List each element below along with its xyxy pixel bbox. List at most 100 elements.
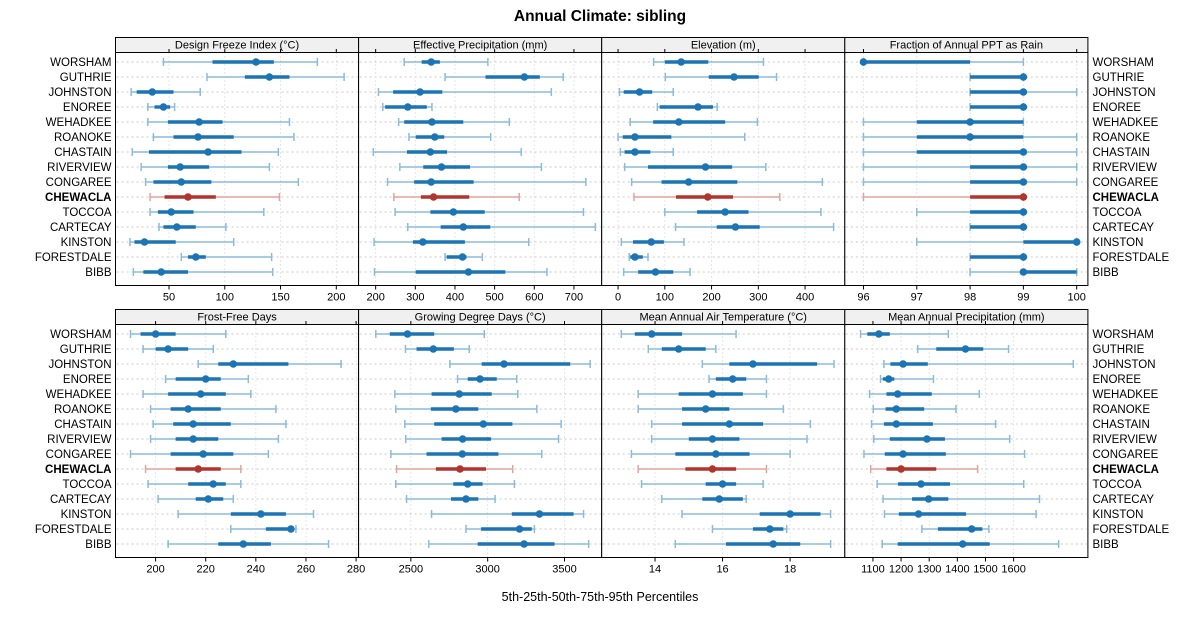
series-row-wehadkee [116,118,358,126]
series-label-right-forestdale: FORESTDALE [1093,524,1170,536]
median-dot [195,118,203,126]
series-label-right-chewacla: CHEWACLA [1093,192,1159,204]
series-row-forestdale [602,525,844,533]
median-dot [715,495,723,503]
axis-tick-label: 16 [716,564,728,576]
median-dot [1019,223,1028,231]
median-dot [635,88,644,96]
median-dot [458,253,467,261]
series-row-enoree [116,103,358,111]
panel-title: Design Freeze Index (°C) [175,40,299,52]
series-row-congaree [845,450,1087,458]
median-dot [403,103,412,111]
median-dot [967,525,976,533]
series-row-chastain [359,148,601,156]
series-row-guthrie [116,345,358,353]
series-row-riverview [116,163,358,171]
series-label-left-chewacla: CHEWACLA [45,464,111,476]
median-dot [958,540,967,548]
axis-tick-label: 0 [615,292,621,304]
axis-tick-label: 1200 [889,564,913,576]
series-label-right-wehadkee: WEHADKEE [1093,389,1159,401]
median-dot [647,330,656,338]
panel-title: Elevation (m) [691,40,756,52]
median-dot [403,330,412,338]
series-label-right-worsham: WORSHAM [1093,329,1154,341]
median-dot [897,465,905,473]
median-dot [899,450,907,458]
series-row-johnston [602,360,844,368]
median-dot [429,345,438,353]
series-label-right-kinston: KINSTON [1093,237,1144,249]
panel-border [844,52,1089,286]
series-row-chewacla [359,193,601,201]
axis-tick-label: 1300 [917,564,941,576]
median-dot [201,375,210,383]
median-dot [892,420,901,428]
series-row-chastain [845,420,1087,428]
series-row-toccoa [845,480,1087,488]
median-dot [449,208,458,216]
series-row-chewacla [602,465,844,473]
panels-group: Design Freeze Index (°C)50 100 150 200Effec… [115,37,1089,576]
median-dot [708,390,717,398]
median-dot [189,420,197,428]
median-dot [520,540,528,548]
median-dot [721,208,729,216]
axis-tick-label: 400 [796,292,814,304]
median-dot [651,268,660,276]
series-row-roanoke [359,405,601,413]
median-dot [1019,163,1028,171]
series-row-enoree [359,103,601,111]
median-dot [1019,208,1028,216]
axis-tick-label: 3000 [475,564,499,576]
median-dot [239,540,248,548]
panel-background [358,324,602,558]
series-row-worsham [602,58,844,66]
median-dot [463,480,472,488]
axis-tick-label: 1600 [1001,564,1025,576]
series-row-chewacla [602,193,844,201]
series-row-johnston [116,360,358,368]
series-row-roanoke [116,405,358,413]
median-dot [1019,103,1028,111]
median-dot [167,208,176,216]
series-row-riverview [845,163,1087,171]
series-row-enoree [116,375,358,383]
median-dot [429,193,438,201]
panel-frost-free-days: Frost-Free Days 200 220 240 260 280 [115,309,365,576]
median-dot [164,345,172,353]
series-row-forestdale [845,525,1087,533]
axis-tick-label: 2500 [399,564,423,576]
median-dot [1072,238,1081,246]
series-row-bibb [116,540,358,548]
median-dot [859,58,868,66]
series-row-johnston [602,88,844,96]
series-row-congaree [602,450,844,458]
axis-tick-label: 14 [649,564,661,576]
series-label-left-chewacla: CHEWACLA [45,192,111,204]
median-dot [458,450,467,458]
panel-background [115,52,359,286]
series-row-johnston [116,88,358,96]
axis-tick-label: 300 [749,292,767,304]
series-row-chewacla [116,465,358,473]
median-dot [173,223,181,231]
series-row-guthrie [116,73,358,81]
series-row-toccoa [359,208,601,216]
series-label-left-johnston: JOHNSTON [48,359,111,371]
series-row-enoree [359,375,601,383]
panel-elevation-m: Elevation (m) 0 100 200 300 400 [601,37,846,304]
panel-background [115,324,359,558]
median-dot [884,375,893,383]
series-row-chastain [845,148,1087,156]
axis-tick-label: 260 [297,564,315,576]
series-row-bibb [116,268,358,276]
median-dot [419,238,427,246]
series-row-chastain [116,420,358,428]
series-label-right-roanoke: ROANOKE [1093,404,1151,416]
series-label-left-toccoa: TOCCOA [63,479,112,491]
series-label-left-forestdale: FORESTDALE [35,524,112,536]
series-row-cartecay [602,495,844,503]
series-row-worsham [845,58,1087,66]
